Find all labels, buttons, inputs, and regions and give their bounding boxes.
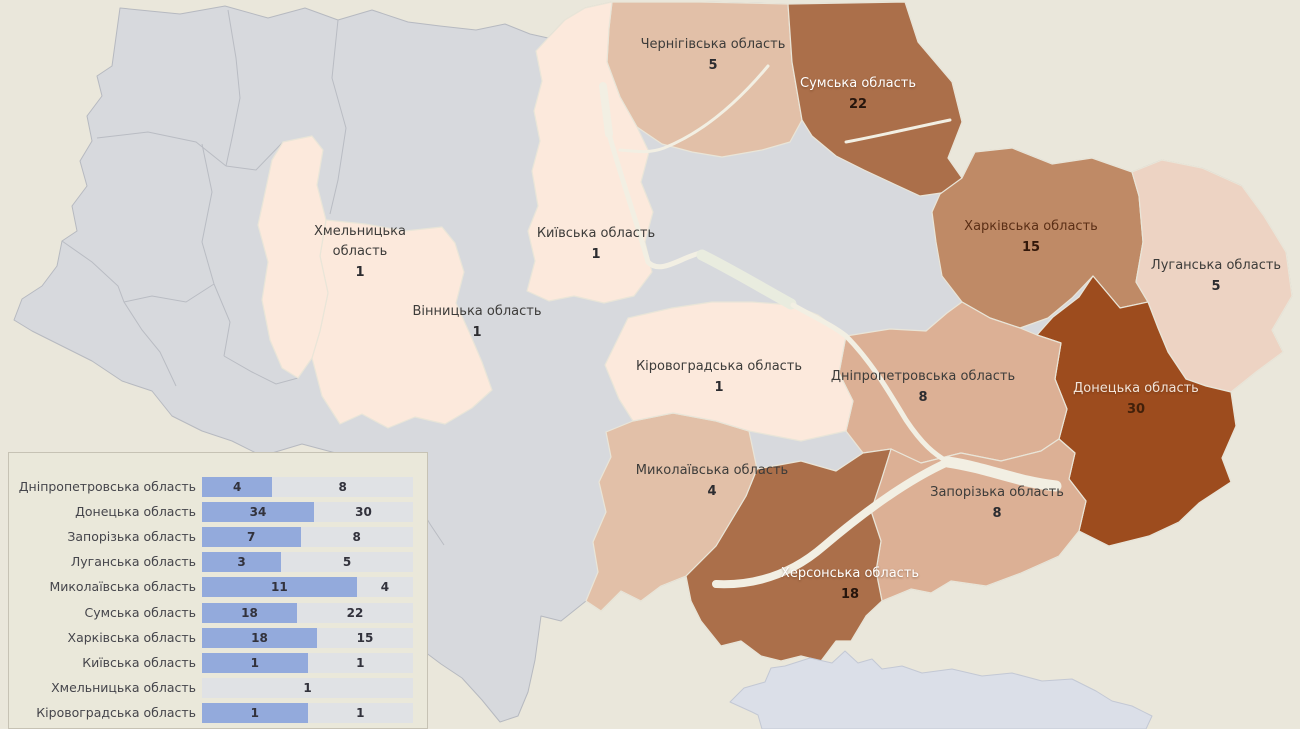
region-khmelnytskyi-shape[interactable] xyxy=(257,135,329,379)
region-luhansk-shape[interactable] xyxy=(1131,159,1293,393)
panel-row-label: Харківська область xyxy=(67,629,197,645)
river-kyiv-reservoir xyxy=(599,82,613,138)
region-dnipro-shape[interactable] xyxy=(838,301,1068,464)
panel-row-value1: 7 xyxy=(247,530,256,545)
panel-row-label: Миколаївська область xyxy=(49,579,196,595)
panel-row-value2: 8 xyxy=(352,530,361,545)
panel-row-label: Запорізька область xyxy=(67,529,196,545)
region-kyiv-shape[interactable] xyxy=(526,1,654,304)
panel-row-bar xyxy=(202,577,357,598)
panel-row[interactable]: Харківська область 18 15 xyxy=(9,626,427,651)
panel-row-bar xyxy=(202,552,282,573)
panel-row-value1: 34 xyxy=(249,505,267,520)
river-desna xyxy=(618,64,770,154)
panel-row[interactable]: Сумська область 18 22 xyxy=(9,601,427,626)
panel-row-label: Луганська область xyxy=(70,554,196,570)
panel-row-value1: 3 xyxy=(237,555,246,570)
panel-row-track: 18 22 xyxy=(202,602,413,623)
panel-row-bar xyxy=(202,477,273,497)
panel-row[interactable]: Кіровоградська область 1 1 xyxy=(9,701,427,726)
region-crimea-shape[interactable] xyxy=(729,650,1153,729)
panel-row-value1: 18 xyxy=(251,630,268,645)
panel-row-value2: 22 xyxy=(346,605,364,620)
panel-row-label: Київська область xyxy=(82,654,196,670)
panel-row[interactable]: Дніпропетровська область 4 8 xyxy=(9,475,427,500)
panel-row[interactable]: Запорізька область 7 8 xyxy=(9,525,427,550)
reservoir-kakhovka xyxy=(942,456,1062,492)
panel-row-label: Хмельницька область xyxy=(51,679,196,695)
panel-row-track: 1 xyxy=(202,677,413,698)
river-dnipro-lower xyxy=(712,458,952,589)
panel-row-value2: 1 xyxy=(356,655,365,670)
reservoir-kremenchuk xyxy=(696,249,797,310)
panel-row-value2: 1 xyxy=(356,705,365,720)
region-kharkiv-shape[interactable] xyxy=(931,147,1149,329)
water-features xyxy=(599,64,1062,589)
region-mykolaiv-shape[interactable] xyxy=(585,412,758,612)
panel-row[interactable]: Луганська область 3 5 xyxy=(9,550,427,575)
panel-row-label: Кіровоградська область xyxy=(36,704,196,720)
river-dnipro-mid xyxy=(790,302,951,465)
panel-row-track: 34 30 xyxy=(202,502,413,523)
panel-row-track: 11 4 xyxy=(202,577,413,598)
panel-row[interactable]: Хмельницька область 1 xyxy=(9,676,427,701)
panel-row-label: Донецька область xyxy=(75,504,196,520)
panel-row-bar xyxy=(202,527,301,548)
panel-row-bar xyxy=(202,627,318,648)
legend-panel: Дніпропетровська область 4 8 Донецька облас… xyxy=(8,452,428,729)
region-kirovohrad-shape[interactable] xyxy=(604,301,854,442)
panel-row-value2: 15 xyxy=(356,630,374,645)
panel-row-value1: 18 xyxy=(241,605,258,620)
panel-row-bar xyxy=(202,652,308,673)
panel-row-value2: 4 xyxy=(380,580,390,595)
panel-row[interactable]: Миколаївська область 11 4 xyxy=(9,575,427,600)
colored-regions xyxy=(257,1,1293,662)
panel-row-value1: 4 xyxy=(233,480,242,494)
panel-row[interactable]: Донецька область 34 30 xyxy=(9,500,427,525)
panel-row-value2: 1 xyxy=(303,680,312,695)
river-seim xyxy=(844,118,952,144)
panel-row-value1: 1 xyxy=(250,705,259,720)
panel-row-label: Сумська область xyxy=(84,604,196,620)
panel-row[interactable]: Київська область 1 1 xyxy=(9,651,427,676)
panel-row-value1: 1 xyxy=(250,655,259,670)
region-sumy-shape[interactable] xyxy=(787,1,963,197)
panel-row-value2: 8 xyxy=(338,480,347,494)
panel-row-value1: 11 xyxy=(271,580,288,595)
panel-row-bar xyxy=(202,602,297,623)
panel-row-bar xyxy=(202,702,308,723)
panel-row-value2: 5 xyxy=(342,555,352,570)
river-dnipro-upper xyxy=(606,131,703,270)
panel-row-label: Дніпропетровська область xyxy=(18,479,196,494)
panel-row-bar xyxy=(202,502,315,523)
panel-row-value2: 30 xyxy=(355,505,372,520)
panel-row-track: 18 15 xyxy=(202,627,413,648)
